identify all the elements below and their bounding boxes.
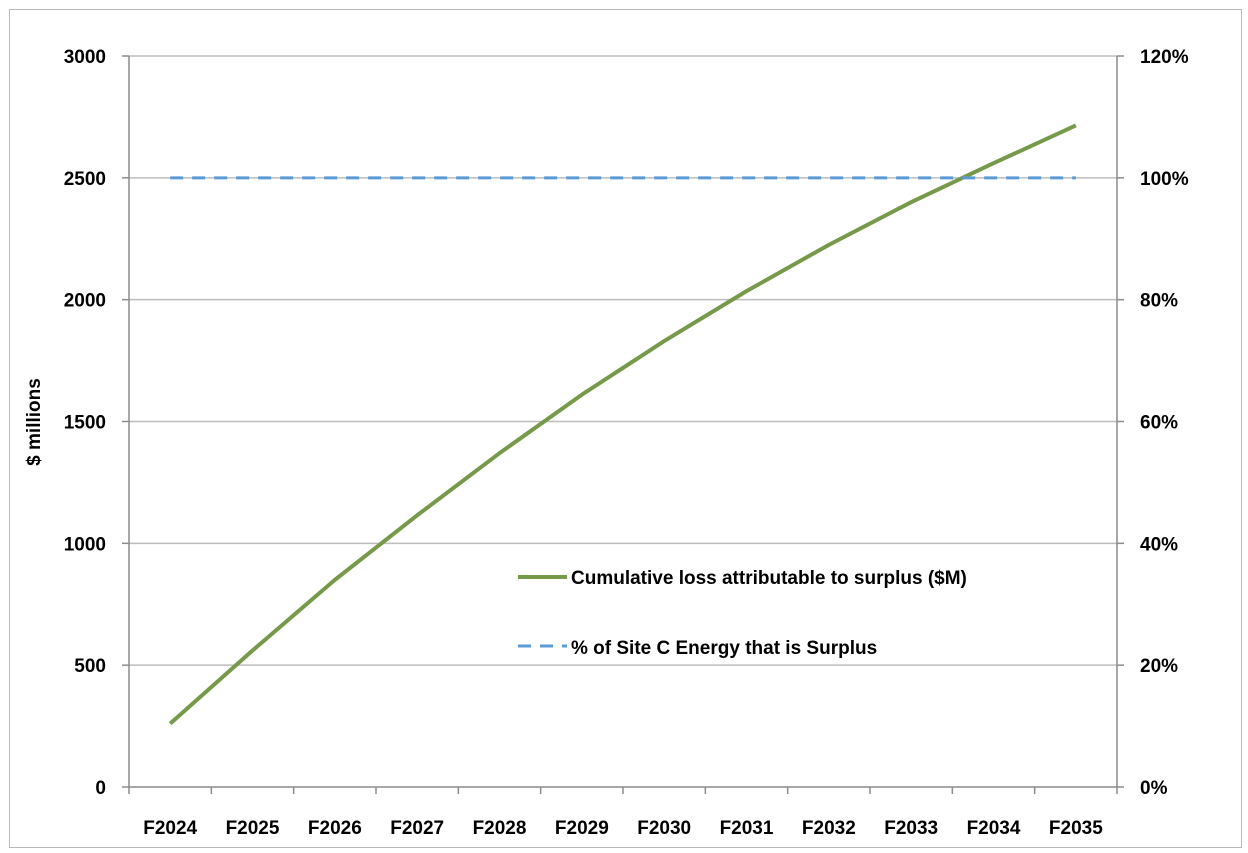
x-tick-label: F2031 bbox=[720, 818, 774, 839]
right-tick-label: 80% bbox=[1140, 291, 1178, 312]
x-axis-ticks: F2024 F2025 F2026 F2027 F2028 F2029 F2030 F2031… bbox=[128, 787, 1118, 839]
x-tick-label: F2029 bbox=[555, 818, 609, 839]
x-tick-label: F2034 bbox=[967, 818, 1021, 839]
chart-frame bbox=[9, 9, 1242, 848]
y-axis-title: $ millions bbox=[24, 378, 45, 466]
right-tick-label: 60% bbox=[1140, 413, 1178, 434]
left-tick-label: 500 bbox=[74, 656, 106, 677]
right-tick-label: 100% bbox=[1140, 169, 1189, 190]
legend-label-cumulative-loss: Cumulative loss attributable to surplus … bbox=[571, 568, 967, 589]
left-tick-label: 2500 bbox=[64, 169, 106, 190]
x-tick-label: F2028 bbox=[473, 818, 527, 839]
left-tick-label: 0 bbox=[95, 778, 106, 799]
x-tick-label: F2033 bbox=[884, 818, 938, 839]
legend-label-surplus-pct: % of Site C Energy that is Surplus bbox=[571, 638, 877, 659]
left-tick-label: 1500 bbox=[64, 413, 106, 434]
x-tick-label: F2027 bbox=[390, 818, 444, 839]
left-tick-label: 3000 bbox=[64, 47, 106, 68]
x-tick-label: F2026 bbox=[308, 818, 362, 839]
right-axis-ticks: 0% 20% 40% 60% 80% 100% 120% bbox=[1117, 47, 1189, 799]
x-tick-label: F2030 bbox=[637, 818, 691, 839]
x-tick-label: F2035 bbox=[1049, 818, 1103, 839]
x-tick-label: F2032 bbox=[802, 818, 856, 839]
right-tick-label: 0% bbox=[1140, 778, 1168, 799]
right-tick-label: 120% bbox=[1140, 47, 1189, 68]
left-tick-label: 2000 bbox=[64, 291, 106, 312]
left-axis-ticks: 0 500 1000 1500 2000 2500 3000 bbox=[64, 47, 129, 799]
x-tick-label: F2025 bbox=[226, 818, 280, 839]
legend: Cumulative loss attributable to surplus … bbox=[518, 568, 967, 659]
series-lines bbox=[168, 123, 1077, 726]
right-tick-label: 20% bbox=[1140, 656, 1178, 677]
series-line-cumulative-loss bbox=[168, 123, 1077, 726]
right-tick-label: 40% bbox=[1140, 534, 1178, 555]
x-tick-label: F2024 bbox=[143, 818, 197, 839]
left-tick-label: 1000 bbox=[64, 534, 106, 555]
